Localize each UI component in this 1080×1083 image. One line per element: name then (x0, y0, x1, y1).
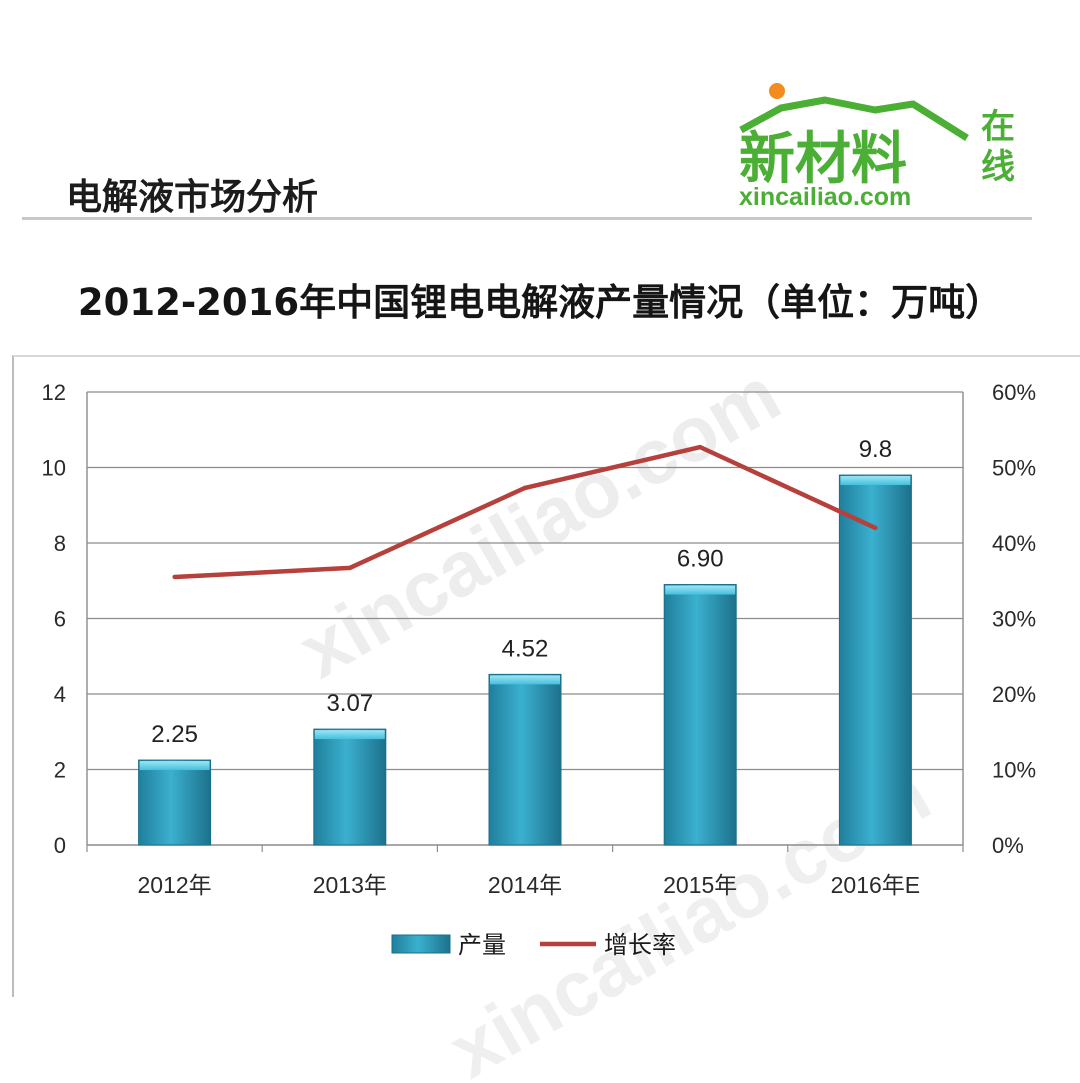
logo-side-text-1: 在 (981, 108, 1015, 146)
site-logo: 新材料 在 线 xincailiao.com (739, 83, 1015, 211)
logo-sun (769, 83, 785, 99)
chart-frame (12, 355, 1080, 997)
section-title: 电解液市场分析 (66, 177, 319, 218)
header-divider (22, 217, 1032, 220)
logo-side-text-2: 线 (981, 148, 1015, 186)
chart-title: 2012-2016年中国锂电电解液产量情况（单位：万吨） (77, 281, 1003, 324)
logo-roof (739, 96, 969, 141)
logo-url: xincailiao.com (739, 183, 911, 211)
logo-main-text: 新材料 (739, 127, 907, 190)
